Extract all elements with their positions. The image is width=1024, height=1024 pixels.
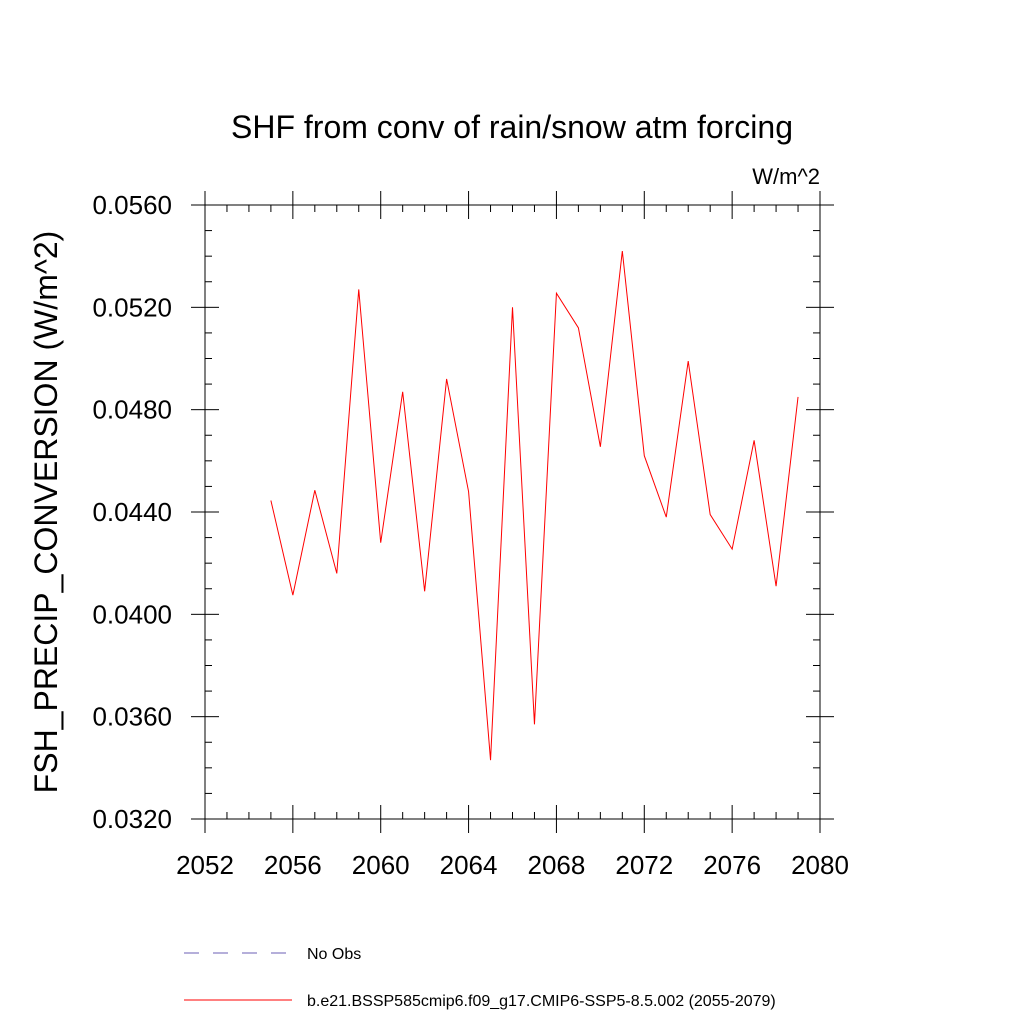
x-tick-label: 2072 bbox=[615, 850, 673, 880]
y-tick-label: 0.0400 bbox=[92, 599, 172, 629]
y-tick-label: 0.0480 bbox=[92, 395, 172, 425]
legend: No Obs b.e21.BSSP585cmip6.f09_g17.CMIP6-S… bbox=[184, 946, 776, 1010]
chart-title: SHF from conv of rain/snow atm forcing bbox=[231, 109, 793, 145]
y-tick-label: 0.0440 bbox=[92, 497, 172, 527]
legend-label: No Obs bbox=[307, 946, 361, 963]
x-tick-label: 2080 bbox=[791, 850, 849, 880]
x-tick-label: 2056 bbox=[264, 850, 322, 880]
x-tick-label: 2064 bbox=[440, 850, 498, 880]
x-tick-label: 2060 bbox=[352, 850, 410, 880]
x-tick-label: 2076 bbox=[703, 850, 761, 880]
y-tick-label: 0.0360 bbox=[92, 702, 172, 732]
units-label: W/m^2 bbox=[752, 164, 820, 189]
legend-label: b.e21.BSSP585cmip6.f09_g17.CMIP6-SSP5-8.… bbox=[307, 993, 776, 1010]
x-tick-label: 2052 bbox=[176, 850, 234, 880]
plot-frame bbox=[204, 204, 821, 820]
y-tick-label: 0.0520 bbox=[92, 292, 172, 322]
y-axis-label: FSH_PRECIP_CONVERSION (W/m^2) bbox=[28, 231, 64, 794]
x-axis-ticks: 2052 2056 2060 2064 2068 2072 2076 2080 bbox=[176, 191, 849, 880]
y-tick-label: 0.0560 bbox=[92, 190, 172, 220]
x-tick-label: 2068 bbox=[528, 850, 586, 880]
series-line bbox=[270, 250, 799, 761]
y-axis-ticks: 0.0320 0.0360 0.0400 0.0440 0.0480 0.0520 0.05… bbox=[92, 190, 834, 834]
y-tick-label: 0.0320 bbox=[92, 804, 172, 834]
series-layer bbox=[270, 250, 799, 761]
